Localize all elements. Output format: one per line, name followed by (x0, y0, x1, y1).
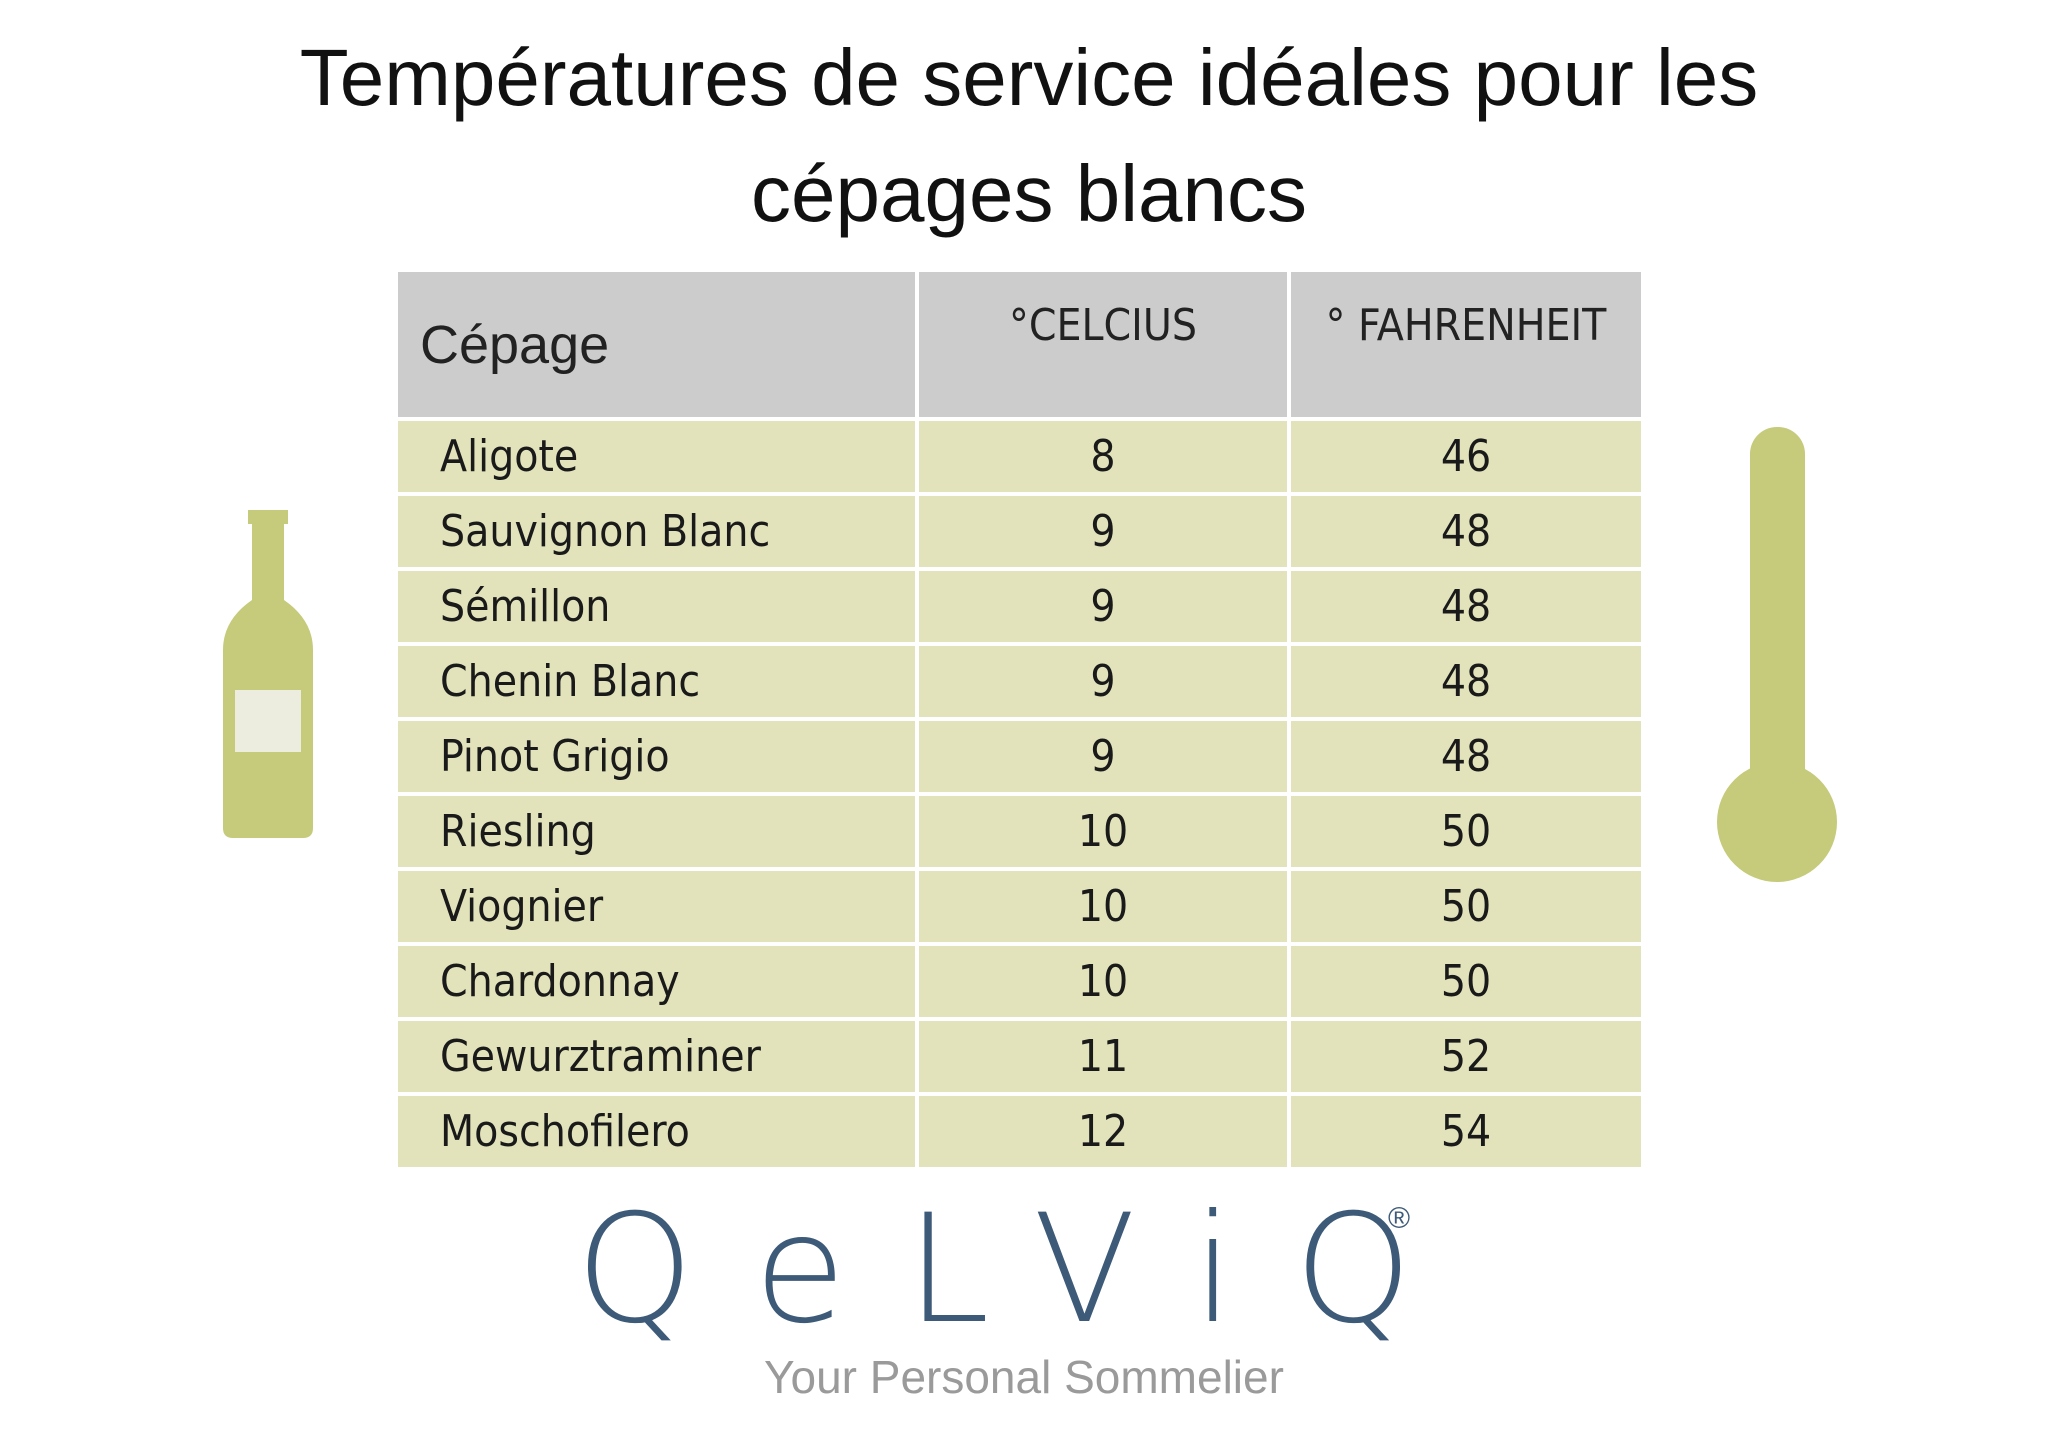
temperature-cell: 9 (919, 571, 1287, 642)
grape-cell: Chardonnay (398, 946, 915, 1017)
temperature-cell: 48 (1291, 571, 1641, 642)
registered-mark: ® (1388, 1202, 1411, 1235)
table-row: Riesling 10 50 (398, 796, 1641, 867)
header-row: Cépage °CELCIUS ° FAHRENHEIT (398, 272, 1641, 417)
temperature-cell: 11 (919, 1021, 1287, 1092)
temperature-cell: 48 (1291, 496, 1641, 567)
header-cell: ° FAHRENHEIT (1291, 272, 1641, 417)
table-body: Aligote 8 46 Sauvignon Blanc 9 48 Sémillon 9 48 C… (398, 421, 1641, 1167)
table-row: Aligote 8 46 (398, 421, 1641, 492)
logo: QeLViQ (575, 1183, 1473, 1357)
temperature-cell: 50 (1291, 946, 1641, 1017)
temperature-cell: 48 (1291, 646, 1641, 717)
thermometer-icon (1717, 427, 1837, 882)
table-row: Pinot Grigio 9 48 (398, 721, 1641, 792)
temperature-cell: 46 (1291, 421, 1641, 492)
temperature-cell: 50 (1291, 796, 1641, 867)
temperature-cell: 48 (1291, 721, 1641, 792)
temperature-cell: 10 (919, 946, 1287, 1017)
table-row: Moschofilero 12 54 (398, 1096, 1641, 1167)
title: Températures de service idéales pour les… (299, 33, 1759, 238)
grape-cell: Viognier (398, 871, 915, 942)
table-row: Chardonnay 10 50 (398, 946, 1641, 1017)
bottle-icon (223, 510, 313, 838)
grape-cell: Riesling (398, 796, 915, 867)
table-row: Viognier 10 50 (398, 871, 1641, 942)
table: Cépage °CELCIUS ° FAHRENHEIT Aligote 8 46 S… (394, 268, 1645, 1171)
tagline: Your Personal Sommelier (764, 1351, 1284, 1403)
temperature-cell: 10 (919, 796, 1287, 867)
grape-cell: Moschofilero (398, 1096, 915, 1167)
temperature-cell: 9 (919, 646, 1287, 717)
table-row: Chenin Blanc 9 48 (398, 646, 1641, 717)
grape-cell: Aligote (398, 421, 915, 492)
grape-cell: Chenin Blanc (398, 646, 915, 717)
grape-cell: Gewurztraminer (398, 1021, 915, 1092)
table-row: Sauvignon Blanc 9 48 (398, 496, 1641, 567)
header-cell: °CELCIUS (919, 272, 1287, 417)
temperature-cell: 12 (919, 1096, 1287, 1167)
temperature-cell: 10 (919, 871, 1287, 942)
temperature-cell: 50 (1291, 871, 1641, 942)
grape-cell: Pinot Grigio (398, 721, 915, 792)
temperature-cell: 9 (919, 496, 1287, 567)
temperature-cell: 52 (1291, 1021, 1641, 1092)
grape-cell: Sémillon (398, 571, 915, 642)
grape-cell: Sauvignon Blanc (398, 496, 915, 567)
temperature-cell: 54 (1291, 1096, 1641, 1167)
table-row: Gewurztraminer 11 52 (398, 1021, 1641, 1092)
header-cell: Cépage (398, 272, 915, 417)
temperature-cell: 9 (919, 721, 1287, 792)
table-row: Sémillon 9 48 (398, 571, 1641, 642)
temperature-cell: 8 (919, 421, 1287, 492)
